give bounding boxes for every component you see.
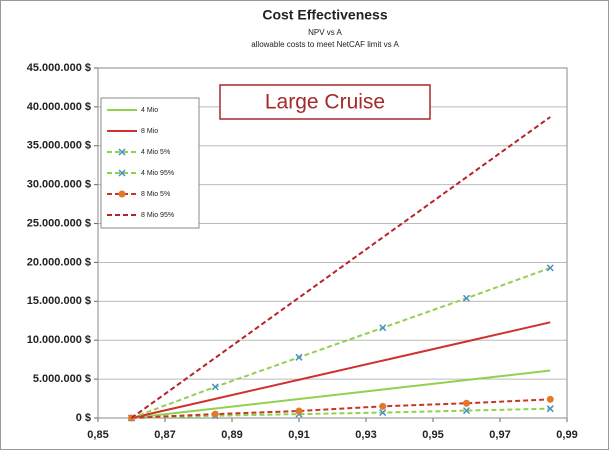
marker: [546, 405, 554, 413]
marker-stroke: [211, 383, 219, 391]
marker-stroke: [295, 353, 303, 361]
x-tick-label: 0,91: [288, 429, 309, 441]
marker: [546, 264, 554, 272]
y-tick-label: 0 $: [76, 412, 91, 424]
marker: [379, 402, 387, 410]
y-tick-label: 30.000.000 $: [27, 179, 91, 191]
series-line: [131, 321, 551, 419]
y-tick-label: 15.000.000 $: [27, 295, 91, 307]
y-tick-label: 5.000.000 $: [33, 373, 91, 385]
series-line: [131, 266, 551, 419]
chart-subtitle: NPV vs A: [308, 28, 342, 37]
series-line: [131, 398, 551, 419]
marker: [462, 294, 471, 302]
legend-label: 8 Mio 95%: [141, 212, 174, 219]
y-tick-label: 45.000.000 $: [27, 62, 91, 74]
y-tick-label: 10.000.000 $: [27, 334, 91, 346]
chart-title: Cost Effectiveness: [262, 7, 387, 23]
marker: [546, 395, 554, 403]
y-tick-label: 35.000.000 $: [27, 140, 91, 152]
marker: [379, 409, 387, 417]
series-line: [131, 369, 551, 419]
marker-stroke: [546, 405, 554, 413]
series-line: [130, 116, 551, 419]
legend-box: [100, 97, 200, 229]
y-tick-label: 40.000.000 $: [27, 101, 91, 113]
marker: [211, 410, 219, 418]
annotation: Large Cruise: [265, 91, 385, 114]
legend-label: 4 Mio 5%: [141, 149, 170, 156]
marker: [463, 399, 470, 407]
marker-stroke: [462, 407, 471, 415]
chart-subtitle: allowable costs to meet NetCAF limit vs …: [251, 40, 399, 49]
marker: [295, 353, 303, 361]
marker: [379, 324, 387, 332]
legend-label: 4 Mio: [141, 107, 158, 114]
legend-label: 4 Mio 95%: [141, 170, 174, 177]
legend-marker: [118, 190, 126, 198]
x-tick-label: 0,89: [221, 429, 242, 441]
marker: [211, 383, 219, 391]
annotation-box: [219, 84, 431, 120]
marker-stroke: [546, 264, 554, 272]
series-line: [131, 407, 551, 419]
x-tick-label: 0,95: [422, 429, 443, 441]
legend-label: 8 Mio: [141, 128, 158, 135]
y-tick-label: 25.000.000 $: [27, 217, 91, 229]
x-tick-label: 0,99: [556, 429, 577, 441]
legend-marker: [118, 169, 126, 177]
marker-stroke: [462, 294, 471, 302]
x-tick-label: 0,85: [87, 429, 108, 441]
y-tick-label: 20.000.000 $: [27, 256, 91, 268]
marker: [462, 407, 471, 415]
marker-stroke: [379, 409, 387, 417]
legend-marker: [118, 148, 126, 156]
x-tick-label: 0,87: [154, 429, 175, 441]
x-tick-label: 0,93: [355, 429, 376, 441]
legend-label: 8 Mio 5%: [141, 191, 170, 198]
x-tick-label: 0,97: [489, 429, 510, 441]
marker: [295, 407, 303, 415]
marker-stroke: [379, 324, 387, 332]
plot-border: [97, 67, 568, 419]
